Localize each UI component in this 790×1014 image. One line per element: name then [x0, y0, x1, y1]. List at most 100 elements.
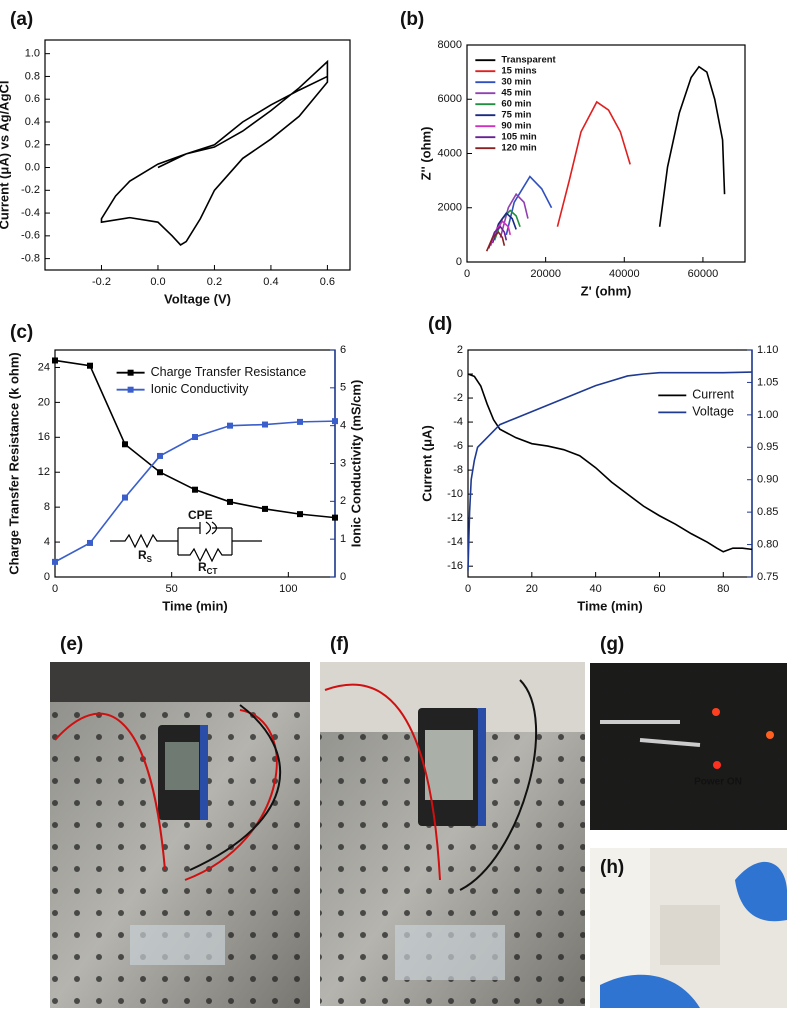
data-point — [192, 434, 198, 440]
y-axis-label: Current (μA) — [419, 425, 434, 502]
x-axis-label: Time (min) — [577, 598, 643, 613]
legend-label: 45 min — [501, 88, 531, 99]
plot-frame — [45, 40, 350, 270]
photo-f — [320, 662, 585, 1006]
data-point — [122, 441, 128, 447]
data-point — [332, 515, 338, 521]
y2-tick-label: 3 — [340, 457, 346, 469]
y-tick-label: 0.2 — [25, 139, 40, 151]
y-tick-label: -12 — [447, 512, 463, 524]
y2-tick-label: 0.75 — [757, 571, 778, 583]
data-point — [297, 511, 303, 517]
y-tick-label: -2 — [453, 392, 463, 404]
x-tick-label: 100 — [279, 583, 297, 595]
photo-caption: Power ON — [694, 777, 742, 788]
x-tick-label: 20000 — [530, 268, 561, 280]
x-tick-label: 0 — [464, 268, 470, 280]
x-tick-label: -0.2 — [92, 276, 111, 288]
data-point — [297, 419, 303, 425]
legend-label: 90 min — [501, 121, 531, 132]
y-tick-label: 4000 — [438, 147, 462, 159]
x-tick-label: 60000 — [688, 268, 719, 280]
y2-tick-label: 1 — [340, 533, 346, 545]
data-point — [192, 487, 198, 493]
y-tick-label: 8000 — [438, 39, 462, 51]
legend-label: 15 mins — [501, 66, 536, 77]
legend-label: Voltage — [692, 405, 734, 419]
y-tick-label: 2 — [457, 344, 463, 356]
photo-label: (f) — [330, 634, 349, 655]
legend-label: 60 min — [501, 99, 531, 110]
y-tick-label: 0.8 — [25, 70, 40, 82]
x-tick-label: 0.6 — [320, 276, 335, 288]
data-line — [101, 62, 327, 245]
x-tick-label: 0 — [52, 583, 58, 595]
y-tick-label: 1.0 — [25, 48, 40, 60]
y2-tick-label: 0.90 — [757, 474, 778, 486]
y2-tick-label: 6 — [340, 344, 346, 356]
legend-label: 30 min — [501, 77, 531, 88]
y2-tick-label: 0.85 — [757, 506, 778, 518]
data-point — [52, 559, 58, 565]
circuit-label-sub: S — [147, 555, 153, 564]
y2-tick-label: 4 — [340, 420, 346, 432]
x-tick-label: 40 — [590, 583, 602, 595]
data-line — [468, 372, 752, 570]
y2-tick-label: 0 — [340, 571, 346, 583]
y-tick-label: -16 — [447, 560, 463, 572]
circuit — [110, 522, 262, 561]
data-point — [262, 422, 268, 428]
y-tick-label: -0.8 — [21, 253, 40, 265]
data-line — [557, 102, 630, 227]
y-tick-label: 16 — [38, 431, 50, 443]
y2-tick-label: 0.80 — [757, 538, 778, 550]
data-point — [227, 423, 233, 429]
y2-axis-label: Ionic Conductivity (mS/cm) — [348, 380, 363, 548]
y-tick-label: -4 — [453, 416, 463, 428]
y-tick-label: -8 — [453, 464, 463, 476]
y-tick-label: -0.6 — [21, 230, 40, 242]
panel-label: (a) — [10, 9, 33, 30]
y-tick-label: 0.0 — [25, 161, 40, 173]
y2-tick-label: 2 — [340, 495, 346, 507]
circuit-wire — [110, 522, 262, 561]
y-tick-label: -0.4 — [21, 207, 40, 219]
panel-label: (b) — [400, 9, 424, 30]
y-tick-label: 8 — [44, 501, 50, 513]
y-tick-label: -14 — [447, 536, 463, 548]
y-tick-label: 0.6 — [25, 93, 40, 105]
y-tick-label: -0.2 — [21, 184, 40, 196]
legend-label: Current — [692, 388, 734, 402]
x-axis-label: Z' (ohm) — [581, 283, 632, 298]
data-point — [87, 363, 93, 369]
y-axis-label: Current (μA) vs Ag/AgCl — [0, 80, 11, 229]
circuit-label-text: R — [138, 548, 147, 562]
legend-label: Ionic Conductivity — [151, 382, 250, 396]
circuit-label-text: CPE — [188, 508, 213, 522]
x-tick-label: 40000 — [609, 268, 640, 280]
data-point — [87, 540, 93, 546]
y-tick-label: 0 — [456, 256, 462, 268]
data-point — [157, 453, 163, 459]
y2-tick-label: 1.00 — [757, 409, 778, 421]
panel-label: (d) — [428, 314, 452, 335]
circuit-label: RCT — [198, 560, 217, 576]
x-tick-label: 0.2 — [207, 276, 222, 288]
legend-label: Transparent — [501, 55, 556, 66]
x-axis-label: Voltage (V) — [164, 291, 231, 306]
photo-label: (h) — [600, 857, 624, 878]
data-point — [262, 506, 268, 512]
y2-tick-label: 1.10 — [757, 344, 778, 356]
y-axis-label: Z'' (ohm) — [418, 127, 433, 181]
legend-label: 105 min — [501, 132, 537, 143]
x-tick-label: 0.4 — [263, 276, 278, 288]
x-tick-label: 50 — [166, 583, 178, 595]
data-line — [506, 177, 551, 235]
circuit-label-text: R — [198, 560, 207, 574]
circuit-label: CPE — [188, 508, 213, 522]
circuit-label-sub: CT — [207, 567, 218, 576]
y2-tick-label: 0.95 — [757, 441, 778, 453]
x-tick-label: 20 — [526, 583, 538, 595]
y-tick-label: 2000 — [438, 202, 462, 214]
